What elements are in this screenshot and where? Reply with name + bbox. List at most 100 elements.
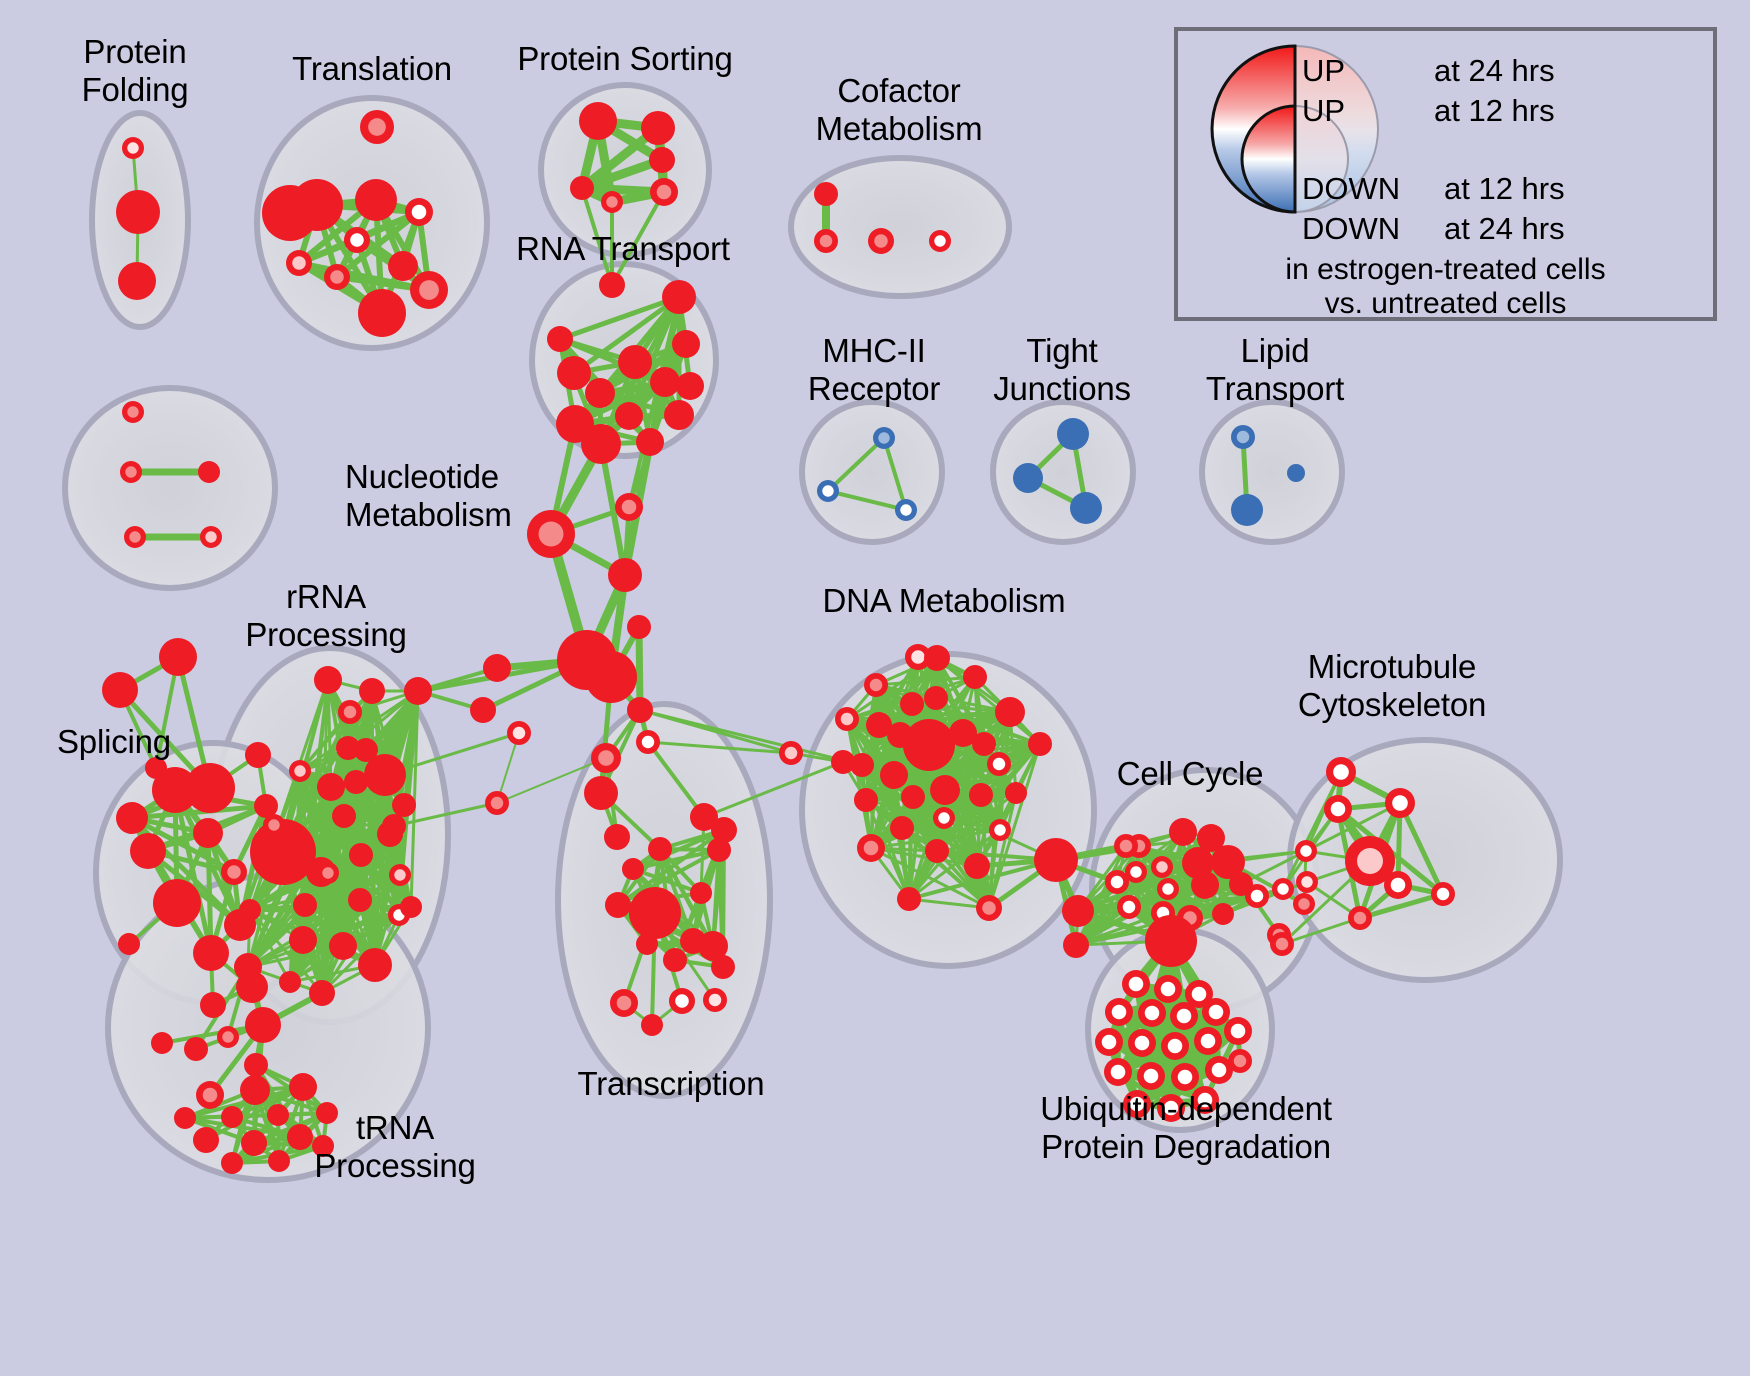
node-outer-ring — [618, 345, 652, 379]
node-outer-ring — [1070, 492, 1102, 524]
node-inner-disc — [900, 504, 912, 516]
network-node — [359, 678, 385, 704]
node-inner-disc — [982, 901, 996, 915]
network-node — [122, 137, 144, 159]
node-outer-ring — [636, 933, 658, 955]
network-node — [184, 1037, 208, 1061]
node-outer-ring — [969, 783, 993, 807]
network-node — [116, 802, 148, 834]
cluster-label-mhc-ii-receptor: MHC-II Receptor — [807, 332, 941, 408]
network-edge — [874, 675, 977, 687]
network-edge — [571, 294, 682, 376]
node-outer-ring — [1063, 932, 1089, 958]
node-outer-ring — [184, 1037, 208, 1061]
node-outer-ring — [629, 887, 681, 939]
network-node — [672, 330, 700, 358]
node-outer-ring — [262, 185, 318, 241]
network-node — [1005, 782, 1027, 804]
node-outer-ring — [1062, 895, 1094, 927]
network-edge — [869, 828, 1002, 850]
network-edge — [826, 489, 908, 512]
network-edge — [1357, 891, 1446, 921]
network-node — [905, 644, 931, 670]
network-edge — [572, 341, 689, 427]
node-outer-ring — [1005, 782, 1027, 804]
node-outer-ring — [289, 926, 317, 954]
network-edge — [907, 858, 1058, 901]
network-node — [312, 1135, 334, 1157]
node-outer-ring — [153, 879, 201, 927]
network-edge — [383, 731, 521, 777]
network-node — [1293, 893, 1315, 915]
network-node — [1197, 824, 1225, 852]
network-node — [903, 719, 955, 771]
node-outer-ring — [963, 665, 987, 689]
network-node — [641, 1014, 663, 1036]
node-outer-ring — [400, 896, 422, 918]
node-outer-ring — [221, 1152, 243, 1174]
network-node — [349, 843, 373, 867]
network-node — [1169, 818, 1197, 846]
network-edge — [860, 763, 979, 868]
network-edge — [354, 780, 401, 917]
network-node — [930, 775, 960, 805]
legend-box: UP at 24 hrs UP at 12 hrs DOWN at 12 hrs… — [1174, 27, 1717, 321]
node-inner-disc — [268, 819, 280, 831]
network-node — [1105, 870, 1129, 894]
network-node — [317, 862, 339, 884]
legend-time-2: at 12 hrs — [1444, 171, 1565, 206]
network-node — [964, 853, 990, 879]
network-node — [690, 882, 712, 904]
network-node — [711, 817, 737, 843]
network-node — [1182, 847, 1214, 879]
network-node — [1157, 1094, 1185, 1122]
node-outer-ring — [118, 933, 140, 955]
network-node — [1224, 1017, 1252, 1045]
network-node — [1034, 838, 1078, 882]
network-node — [355, 179, 397, 221]
node-outer-ring — [358, 948, 392, 982]
node-inner-disc — [606, 196, 618, 208]
network-node — [1070, 492, 1102, 524]
node-outer-ring — [1057, 418, 1089, 450]
network-node — [483, 654, 511, 682]
node-inner-disc — [1277, 883, 1289, 895]
node-inner-disc — [1208, 1004, 1224, 1020]
node-outer-ring — [711, 817, 737, 843]
network-node — [987, 752, 1011, 776]
node-outer-ring — [880, 761, 908, 789]
network-node — [857, 834, 885, 862]
network-node — [629, 887, 681, 939]
network-edge — [1139, 1028, 1241, 1046]
node-outer-ring — [332, 804, 356, 828]
network-edge — [869, 846, 979, 868]
node-outer-ring — [392, 793, 416, 817]
network-edge — [631, 828, 726, 871]
network-edge — [892, 762, 1001, 777]
network-node — [963, 665, 987, 689]
node-inner-disc — [1301, 876, 1313, 888]
node-outer-ring — [579, 102, 617, 140]
node-inner-disc — [598, 750, 614, 766]
network-node — [901, 785, 925, 809]
node-inner-disc — [1101, 1034, 1117, 1050]
legend-dir-2: DOWN — [1302, 171, 1401, 206]
network-node — [507, 721, 531, 745]
cluster-label-cell-cycle: Cell Cycle — [1116, 755, 1264, 792]
network-node — [831, 750, 855, 774]
network-edge — [987, 742, 1042, 910]
network-node — [389, 864, 411, 886]
network-node — [118, 262, 156, 300]
node-inner-disc — [322, 867, 334, 879]
node-inner-disc — [938, 812, 950, 824]
node-inner-disc — [1110, 875, 1124, 889]
network-edge — [557, 294, 682, 342]
node-outer-ring — [964, 853, 990, 879]
node-outer-ring — [245, 1007, 281, 1043]
network-node — [221, 1152, 243, 1174]
network-node — [400, 896, 422, 918]
node-outer-ring — [293, 893, 317, 917]
network-node — [1295, 840, 1317, 862]
cluster-label-protein-sorting: Protein Sorting — [517, 40, 733, 77]
network-node — [676, 372, 704, 400]
